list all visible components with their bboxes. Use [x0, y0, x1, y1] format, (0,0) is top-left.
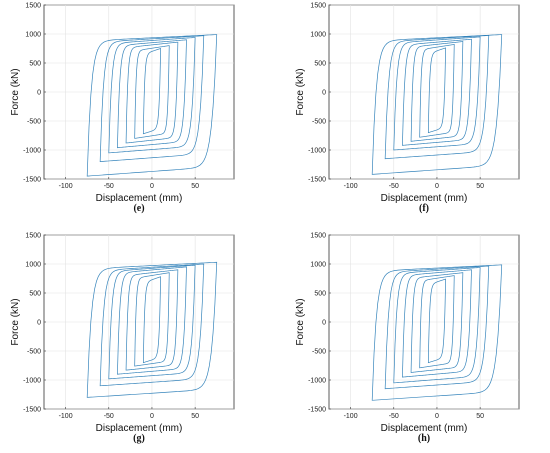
y-tick-label: -500 — [27, 349, 41, 356]
x-tick-label: -100 — [344, 413, 358, 420]
x-tick-label: -100 — [59, 183, 73, 190]
y-tick-label: 0 — [322, 320, 326, 327]
panel-label: (h) — [418, 433, 430, 444]
y-tick-label: 500 — [314, 61, 326, 68]
chart-panel-1: -100 -50 0 50-1500-1000-500050010001500Disp… — [295, 3, 519, 215]
x-tick-label: 0 — [435, 183, 439, 190]
panel-label: (e) — [133, 203, 144, 214]
x-tick-label: -100 — [344, 183, 358, 190]
y-tick-label: 1500 — [25, 233, 41, 240]
y-tick-label: -500 — [312, 349, 326, 356]
panel-label: (f) — [419, 203, 429, 214]
x-tick-label: -50 — [104, 413, 114, 420]
x-tick-label: 50 — [476, 413, 484, 420]
chart-panel-0: -100 -50 0 50-1500-1000-500050010001500Disp… — [10, 3, 234, 215]
x-tick-label: 0 — [150, 413, 154, 420]
y-tick-label: -1500 — [308, 177, 326, 184]
y-tick-label: -500 — [27, 119, 41, 126]
y-tick-label: 500 — [314, 291, 326, 298]
y-tick-label: 500 — [29, 291, 41, 298]
x-tick-label: 50 — [191, 183, 199, 190]
y-tick-label: 500 — [29, 61, 41, 68]
y-axis-label: Force (kN) — [10, 68, 21, 115]
x-tick-label: -50 — [104, 183, 114, 190]
chart-panel-3: -100 -50 0 50-1500-1000-500050010001500Disp… — [295, 233, 519, 445]
x-tick-label: 0 — [435, 413, 439, 420]
y-tick-label: -1000 — [23, 148, 41, 155]
y-tick-label: 1500 — [310, 3, 326, 10]
y-tick-label: -1500 — [23, 407, 41, 414]
x-tick-label: 50 — [191, 413, 199, 420]
y-axis-label: Force (kN) — [295, 298, 306, 345]
x-tick-label: 0 — [150, 183, 154, 190]
y-tick-label: -1000 — [308, 378, 326, 385]
y-tick-label: 1000 — [25, 262, 41, 269]
y-tick-label: -500 — [312, 119, 326, 126]
y-tick-label: 0 — [322, 90, 326, 97]
y-tick-label: 1000 — [310, 32, 326, 39]
x-tick-label: 50 — [476, 183, 484, 190]
chart-panel-2: -100 -50 0 50-1500-1000-500050010001500Disp… — [10, 233, 234, 445]
y-tick-label: -1000 — [308, 148, 326, 155]
x-tick-label: -50 — [389, 183, 399, 190]
y-tick-label: -1500 — [308, 407, 326, 414]
y-axis-label: Force (kN) — [10, 298, 21, 345]
y-tick-label: -1500 — [23, 177, 41, 184]
y-tick-label: 1000 — [25, 32, 41, 39]
y-tick-label: -1000 — [23, 378, 41, 385]
y-axis-label: Force (kN) — [295, 68, 306, 115]
x-tick-label: -50 — [389, 413, 399, 420]
y-tick-label: 1000 — [310, 262, 326, 269]
y-tick-label: 1500 — [310, 233, 326, 240]
y-tick-label: 0 — [37, 320, 41, 327]
y-tick-label: 0 — [37, 90, 41, 97]
panel-label: (g) — [133, 433, 145, 444]
y-tick-label: 1500 — [25, 3, 41, 10]
x-tick-label: -100 — [59, 413, 73, 420]
